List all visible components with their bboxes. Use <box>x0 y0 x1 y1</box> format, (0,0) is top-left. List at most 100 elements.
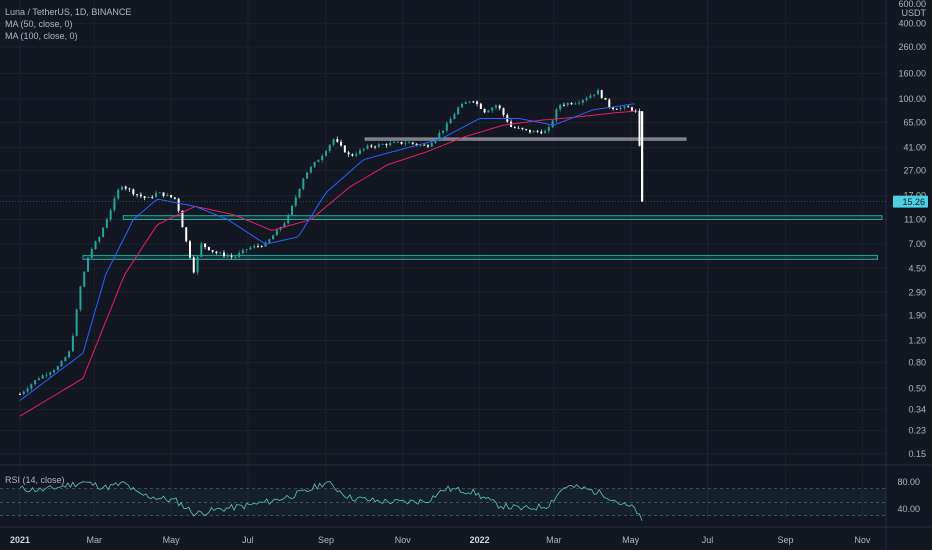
price-tick-label: 400.00 <box>898 18 926 28</box>
candlestick-series <box>19 88 644 396</box>
candle-body <box>491 107 494 111</box>
candle-body <box>264 242 267 247</box>
candle-body <box>547 127 550 131</box>
price-tick-label: 27.00 <box>903 165 926 175</box>
candle-body <box>536 130 539 132</box>
candle-body <box>230 255 233 257</box>
candle-body <box>340 141 343 146</box>
candle-body <box>559 104 562 110</box>
candle-body <box>438 132 441 139</box>
time-tick-label: Sep <box>778 535 794 545</box>
candle-body <box>30 384 33 389</box>
candle-body <box>426 145 429 147</box>
support-zone <box>82 254 878 260</box>
candle-body <box>272 235 275 240</box>
candle-body <box>377 144 380 147</box>
candle-body <box>86 257 89 272</box>
candle-body <box>215 251 218 254</box>
candle-body <box>581 100 584 103</box>
candle-body <box>192 257 195 273</box>
candle-body <box>570 103 573 105</box>
time-tick-label: Mar <box>546 535 562 545</box>
candle-body <box>75 309 78 336</box>
candle-body <box>400 141 403 144</box>
candle-body <box>79 286 82 310</box>
candle-body <box>113 198 116 211</box>
candle-body <box>619 107 622 110</box>
candle-body <box>593 94 596 96</box>
candle-body <box>445 123 448 131</box>
candle-body <box>256 245 259 247</box>
candle-body <box>355 154 358 156</box>
ma100-legend[interactable]: MA (100, close, 0) <box>5 31 78 41</box>
candle-body <box>294 197 297 206</box>
price-tick-label: 0.23 <box>908 426 926 436</box>
price-tick-label: 0.34 <box>908 404 926 414</box>
candle-body <box>132 189 135 195</box>
candle-body <box>260 246 263 247</box>
candle-body <box>627 106 630 108</box>
candle-body <box>521 127 524 129</box>
candle-body <box>181 210 184 228</box>
candle-body <box>200 243 203 257</box>
candle-body <box>313 162 316 167</box>
candle-body <box>370 145 373 147</box>
candle-body <box>343 145 346 153</box>
candle-body <box>604 97 607 100</box>
candle-body <box>49 372 52 375</box>
candle-body <box>596 90 599 95</box>
candle-body <box>105 219 108 228</box>
ma50-legend[interactable]: MA (50, close, 0) <box>5 19 73 29</box>
candle-body <box>324 150 327 156</box>
candle-body <box>585 98 588 101</box>
candle-body <box>207 246 210 251</box>
candle-body <box>544 130 547 134</box>
candle-body <box>52 370 55 373</box>
chart-title: Luna / TetherUS, 1D, BINANCE <box>5 7 132 17</box>
candle-body <box>392 142 395 144</box>
price-tick-label: 11.00 <box>904 215 926 225</box>
price-tick-label: 260.00 <box>898 42 926 52</box>
candle-body <box>442 130 445 133</box>
candle-body <box>634 110 637 112</box>
time-tick-label: 2022 <box>470 535 490 545</box>
candle-body <box>177 198 180 211</box>
candle-body <box>483 108 486 113</box>
candle-body <box>302 178 305 189</box>
rsi-legend[interactable]: RSI (14, close) <box>5 475 65 485</box>
candle-body <box>143 196 146 198</box>
candle-body <box>351 154 354 156</box>
candle-body <box>162 192 165 197</box>
candle-body <box>124 186 127 189</box>
candle-body <box>578 102 581 104</box>
candle-body <box>306 172 309 179</box>
time-tick-label: Sep <box>318 535 334 545</box>
candle-body <box>245 249 248 251</box>
candle-body <box>60 361 63 367</box>
candle-body <box>464 102 467 105</box>
candle-body <box>94 241 97 249</box>
candle-body <box>566 103 569 106</box>
candle-body <box>430 142 433 147</box>
candle-body <box>362 148 365 151</box>
candle-body <box>540 131 543 134</box>
candle-body <box>476 101 479 104</box>
candle-body <box>34 380 37 385</box>
candle-body <box>56 366 59 371</box>
candle-body <box>241 249 244 254</box>
candle-body <box>120 186 123 190</box>
candle-body <box>389 142 392 146</box>
candle-body <box>83 271 86 287</box>
candle-body <box>117 189 120 199</box>
candle-body <box>151 196 154 198</box>
candle-body <box>219 252 222 254</box>
candle-body <box>102 227 105 237</box>
candle-body <box>366 145 369 149</box>
candle-body <box>249 247 252 250</box>
candle-body <box>615 109 618 110</box>
candle-body <box>494 105 497 108</box>
price-tick-label: 0.15 <box>908 449 926 459</box>
